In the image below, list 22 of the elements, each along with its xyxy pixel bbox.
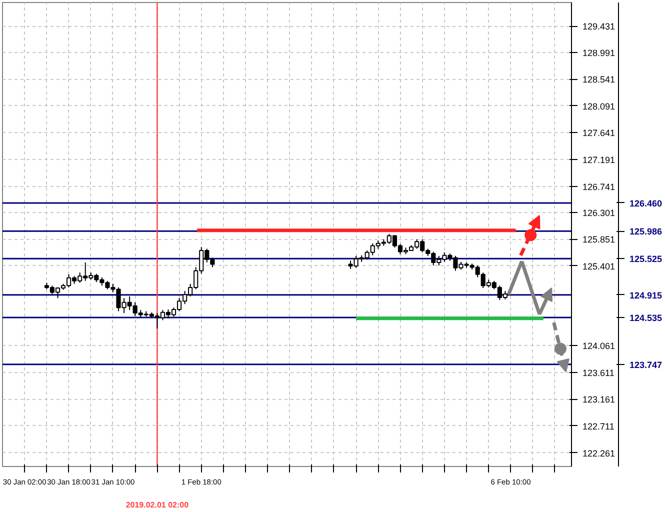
y-tick-label: 125.851 [582, 234, 616, 245]
y-tick-label: 127.641 [582, 128, 616, 138]
ref-line-label: 125.525 [630, 254, 662, 264]
y-tick-label: 125.401 [582, 261, 616, 272]
y-tick-label: 122.711 [582, 421, 614, 432]
ref-line-label: 2019.02.01 02:00 [126, 500, 190, 510]
y-tick-label: 127.191 [582, 154, 616, 165]
ref-line-label: 124.915 [630, 290, 662, 300]
y-tick-label: 124.061 [582, 341, 616, 352]
ref-line-label: 126.460 [630, 198, 662, 208]
y-tick-label: 126.301 [582, 208, 616, 218]
y-tick-label: 128.991 [582, 48, 616, 58]
y-tick-label: 123.611 [582, 368, 614, 378]
ref-line-label: 125.986 [630, 226, 662, 237]
y-tick-label: 128.091 [582, 101, 616, 112]
y-tick-label: 123.161 [582, 394, 616, 405]
y-tick-label: 126.741 [582, 182, 616, 192]
y-tick-label: 128.541 [582, 74, 616, 85]
y-tick-label: 129.431 [582, 22, 616, 32]
y-tick-label: 122.261 [582, 448, 616, 458]
ref-line-label: 124.535 [630, 312, 662, 323]
ref-line-label: 123.747 [630, 360, 662, 370]
